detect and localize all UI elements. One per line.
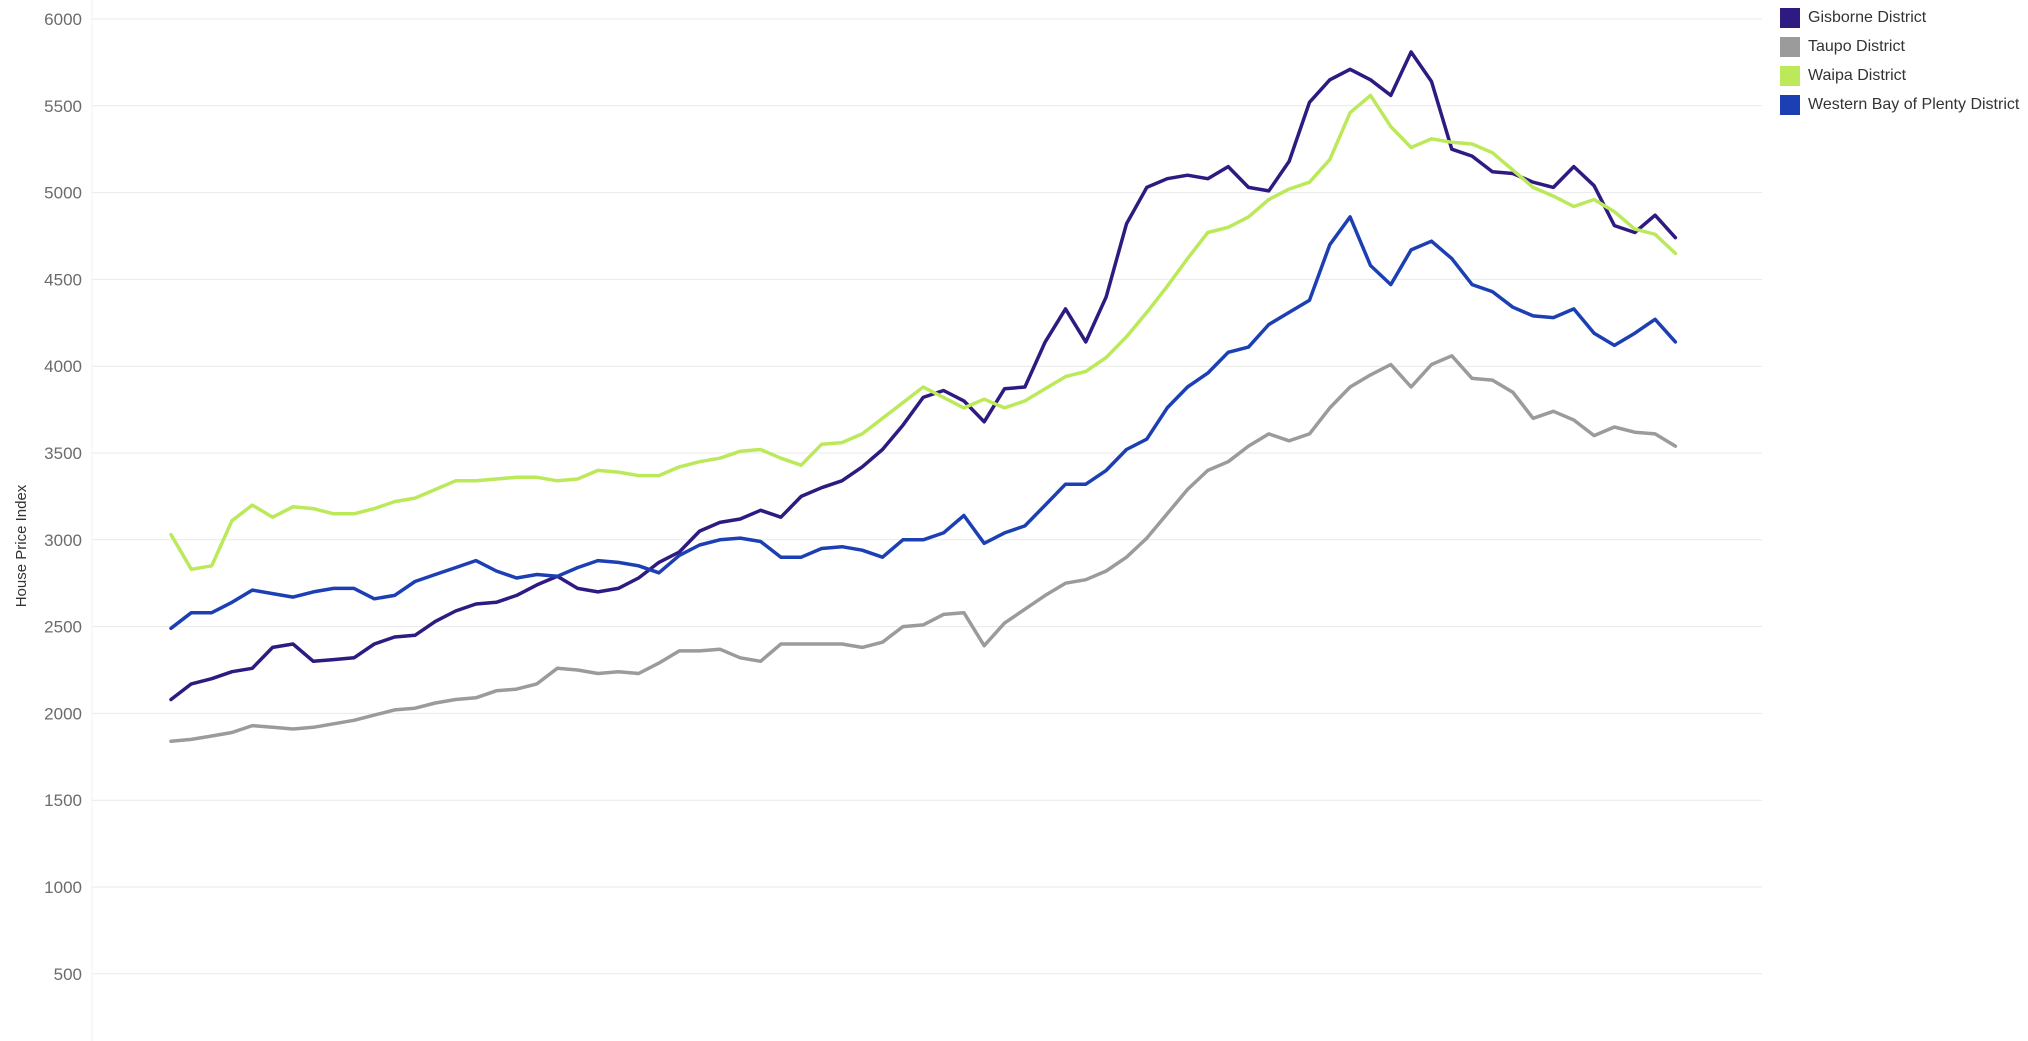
y-axis-label: House Price Index xyxy=(13,484,30,607)
legend-item[interactable]: Gisborne District xyxy=(1780,3,2019,32)
y-tick-label: 500 xyxy=(54,965,82,984)
y-tick-label: 3500 xyxy=(44,444,82,463)
legend-label: Gisborne District xyxy=(1808,8,1927,26)
y-tick-label: 4500 xyxy=(44,270,82,289)
y-tick-label: 5500 xyxy=(44,97,82,116)
legend-swatch xyxy=(1780,36,1800,57)
legend-swatch xyxy=(1780,65,1800,86)
series-line-gisborne-district xyxy=(169,50,1678,702)
series-line-waipa-district xyxy=(169,93,1678,572)
legend: Gisborne District Taupo District Waipa Dis… xyxy=(1780,3,2019,119)
series-lines xyxy=(169,50,1678,743)
y-axis: 500 1000 1500 2000 2500 3000 3500 4000 4500 5000 5… xyxy=(44,0,93,1041)
legend-swatch xyxy=(1780,94,1800,115)
legend-item[interactable]: Waipa District xyxy=(1780,61,2019,90)
y-tick-label: 1500 xyxy=(44,791,82,810)
series-line-taupo-district xyxy=(169,354,1678,743)
y-tick-label: 3000 xyxy=(44,531,82,550)
y-tick-label: 1000 xyxy=(44,878,82,897)
y-tick-label: 2500 xyxy=(44,618,82,637)
gridlines xyxy=(92,18,1762,975)
legend-item[interactable]: Western Bay of Plenty District xyxy=(1780,90,2019,119)
legend-label: Western Bay of Plenty District xyxy=(1808,95,2020,113)
y-tick-label: 2000 xyxy=(44,704,82,723)
legend-label: Waipa District xyxy=(1808,66,1907,84)
series-line-western-bay-of-plenty-district xyxy=(169,215,1678,631)
y-tick-label: 6000 xyxy=(44,10,82,29)
legend-label: Taupo District xyxy=(1808,37,1905,55)
legend-swatch xyxy=(1780,7,1800,28)
y-tick-label: 4000 xyxy=(44,357,82,376)
legend-item[interactable]: Taupo District xyxy=(1780,32,2019,61)
y-tick-label: 5000 xyxy=(44,184,82,203)
